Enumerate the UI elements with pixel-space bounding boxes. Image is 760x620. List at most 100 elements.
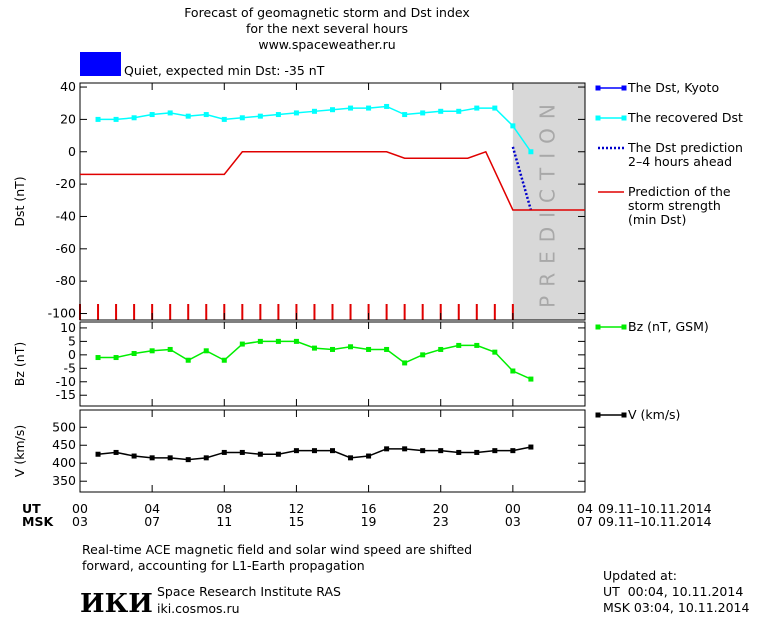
data-point	[510, 123, 516, 129]
note-line: forward, accounting for L1-Earth propaga…	[82, 558, 365, 573]
y-tick-label: 0	[68, 347, 76, 362]
series-line	[80, 150, 585, 211]
legend-label: Bz (nT, GSM)	[628, 319, 709, 334]
data-point	[131, 115, 137, 121]
data-point	[167, 110, 173, 116]
data-point	[113, 116, 119, 122]
site: iki.cosmos.ru	[157, 601, 240, 616]
legend-marker	[595, 85, 601, 91]
data-point	[420, 448, 426, 454]
y-tick-label: 0	[68, 144, 76, 159]
data-point	[510, 368, 516, 374]
data-point	[293, 448, 299, 454]
data-point	[185, 357, 191, 363]
data-point	[221, 116, 227, 122]
data-point	[402, 360, 408, 366]
y-tick-label: 20	[60, 111, 76, 126]
x-axis-label: UT	[22, 501, 41, 516]
data-point	[492, 105, 498, 111]
updated-line: MSK 03:04, 10.11.2014	[603, 600, 749, 615]
legend-marker	[621, 115, 627, 121]
data-point	[330, 346, 335, 352]
data-point	[528, 149, 534, 155]
title-line: Forecast of geomagnetic storm and Dst in…	[184, 5, 470, 20]
data-point	[221, 357, 227, 363]
data-point	[456, 449, 462, 455]
legend-marker	[595, 115, 601, 121]
data-point	[131, 453, 137, 459]
data-point	[95, 355, 101, 361]
data-point	[366, 346, 372, 352]
y-tick-label: 350	[52, 473, 76, 488]
x-tick-label-msk: 07	[577, 514, 593, 529]
data-point	[203, 455, 209, 461]
data-point	[149, 112, 155, 118]
y-tick-label: -15	[56, 387, 76, 402]
x-tick-label-msk: 11	[216, 514, 232, 529]
updated-line: Updated at:	[603, 568, 677, 583]
data-point	[474, 449, 480, 455]
x-tick-label-msk: 15	[288, 514, 304, 529]
data-point	[203, 348, 209, 354]
data-point	[275, 112, 281, 118]
data-point	[438, 108, 444, 114]
x-tick-label: 20	[433, 501, 449, 516]
data-point	[384, 346, 390, 352]
y-tick-label: -10	[56, 374, 76, 389]
data-point	[456, 342, 462, 348]
data-point	[366, 453, 372, 459]
x-tick-label: 04	[577, 501, 593, 516]
data-point	[402, 446, 408, 452]
series-line	[511, 146, 533, 211]
data-point	[149, 455, 155, 461]
data-point	[492, 349, 498, 355]
plot-frame	[79, 321, 586, 407]
note-line: Real-time ACE magnetic field and solar w…	[82, 542, 472, 557]
data-point	[438, 346, 444, 352]
x-tick-label: 00	[72, 501, 88, 516]
data-point	[510, 448, 516, 454]
data-point	[95, 116, 101, 122]
y-tick-label: 10	[60, 320, 76, 335]
legend-marker	[595, 324, 601, 330]
data-point	[311, 345, 317, 351]
annotation: Quiet, expected min Dst: -35 nT	[124, 63, 325, 78]
data-point	[384, 103, 390, 109]
data-point	[131, 351, 137, 356]
x-tick-label-msk: 07	[144, 514, 160, 529]
y-tick-label: -40	[56, 208, 76, 223]
title-line: www.spaceweather.ru	[258, 37, 395, 52]
institute: Space Research Institute RAS	[157, 584, 341, 599]
y-tick-label: 500	[52, 419, 76, 434]
data-point	[330, 448, 335, 454]
data-point	[203, 112, 209, 118]
data-point	[239, 115, 245, 121]
y-tick-label: 5	[68, 333, 76, 348]
data-point	[275, 451, 281, 457]
data-point	[149, 348, 155, 354]
x-tick-label-msk: 23	[433, 514, 449, 529]
data-point	[384, 446, 390, 452]
date-range: 09.11–10.11.2014	[598, 514, 712, 529]
data-point	[113, 449, 119, 455]
y-tick-label: -60	[56, 241, 76, 256]
data-point	[95, 451, 101, 457]
updated-line: UT 00:04, 10.11.2014	[603, 584, 743, 599]
data-point	[330, 107, 335, 113]
y-axis-label: V (km/s)	[12, 425, 27, 477]
data-point	[474, 342, 480, 348]
x-axis-label: MSK	[22, 514, 54, 529]
y-tick-label: -20	[56, 176, 76, 191]
legend-label: Prediction of the storm strength (min Dst)	[628, 184, 731, 227]
prediction-label: PREDICTION	[535, 95, 559, 308]
prediction-band	[512, 83, 585, 320]
data-point	[239, 449, 245, 455]
x-tick-label: 16	[361, 501, 377, 516]
data-point	[311, 108, 317, 114]
annotation-box	[80, 52, 121, 76]
x-tick-label: 12	[288, 501, 304, 516]
data-point	[348, 455, 354, 461]
legend-marker	[595, 412, 601, 418]
data-point	[257, 338, 263, 344]
